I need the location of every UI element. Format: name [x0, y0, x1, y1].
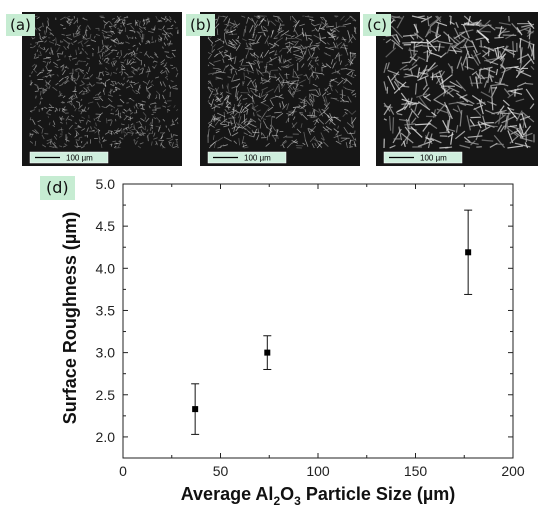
data-point: [465, 249, 472, 256]
x-tick-label: 0: [119, 463, 127, 479]
sem-texture: [29, 15, 179, 149]
x-tick-label: 200: [501, 463, 525, 479]
micrograph-c: 100 µm: [376, 12, 538, 166]
sem-texture: [383, 15, 535, 149]
x-title-pre: Average Al: [181, 484, 274, 504]
y-tick-label: 4.0: [96, 260, 116, 276]
panel-label-c: (c): [363, 14, 391, 36]
x-tick-label: 150: [404, 463, 428, 479]
scale-bar-label: 100 µm: [420, 154, 447, 163]
scale-bar-label: 100 µm: [66, 154, 93, 163]
scale-bar-box: [383, 151, 463, 164]
sem-background: [376, 12, 538, 166]
y-tick-label: 3.5: [96, 302, 116, 318]
y-tick-label: 4.5: [96, 218, 116, 234]
y-tick-label: 2.5: [96, 387, 116, 403]
scale-bar-box: [29, 151, 109, 164]
sem-texture: [207, 15, 357, 149]
x-title-sub2: 3: [294, 494, 301, 508]
micrograph-a: 100 µm: [22, 12, 182, 166]
panel-label-a: (a): [6, 14, 35, 36]
x-tick-label: 100: [306, 463, 330, 479]
data-point: [192, 406, 199, 413]
panel-label-d: (d): [40, 176, 75, 200]
x-axis-title: Average Al2O3 Particle Size (µm): [181, 484, 456, 508]
x-title-mid: O: [280, 484, 294, 504]
scale-bar-box: [207, 151, 287, 164]
plot-area-frame: [122, 183, 514, 459]
y-axis-title: Surface Roughness (µm): [60, 212, 80, 424]
micrograph-b: 100 µm: [200, 12, 360, 166]
x-title-post: Particle Size (µm): [301, 484, 455, 504]
x-title-sub1: 2: [273, 494, 280, 508]
y-tick-label: 2.0: [96, 429, 116, 445]
data-point: [264, 349, 271, 356]
y-tick-label: 5.0: [96, 176, 116, 192]
panel-label-b: (b): [186, 14, 216, 36]
scale-bar-label: 100 µm: [244, 154, 271, 163]
y-tick-label: 3.0: [96, 345, 116, 361]
x-tick-label: 50: [213, 463, 229, 479]
